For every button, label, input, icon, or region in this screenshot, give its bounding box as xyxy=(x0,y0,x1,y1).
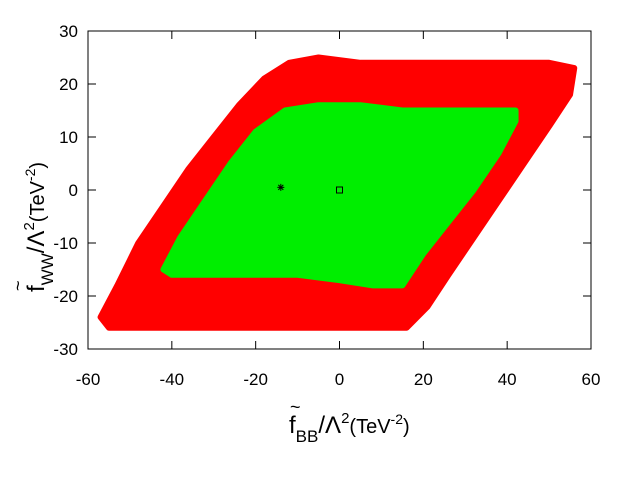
x-tick-label: -40 xyxy=(160,370,185,389)
y-label-base: f xyxy=(23,285,50,292)
star-marker xyxy=(277,183,285,191)
svg-text:fBB/Λ2(TeV-2): fBB/Λ2(TeV-2) xyxy=(289,410,410,446)
y-label-units: (TeV xyxy=(27,180,49,222)
x-label-tilde: ~ xyxy=(290,397,301,417)
y-tick-label: 30 xyxy=(59,22,78,41)
y-tick-label: -30 xyxy=(53,340,78,359)
x-label-units: (TeV xyxy=(349,416,391,438)
x-label-units-close: ) xyxy=(403,416,410,438)
x-axis-label: fBB/Λ2(TeV-2) ~ xyxy=(289,397,410,446)
axis-ticks: -60 -40 -20 0 20 40 60 -30 -20 -10 0 10 20 30 xyxy=(53,22,600,389)
square-marker xyxy=(336,186,343,194)
y-tick-label: -10 xyxy=(53,234,78,253)
y-tick-label: -20 xyxy=(53,287,78,306)
green-region xyxy=(160,102,519,289)
x-label-mid: /Λ xyxy=(318,412,341,439)
y-label-sub: WW xyxy=(38,253,57,285)
x-label-base: f xyxy=(289,412,296,439)
x-tick-label: -20 xyxy=(243,370,268,389)
x-label-sup: 2 xyxy=(341,410,349,427)
x-tick-label: 20 xyxy=(414,370,433,389)
x-tick-label: 0 xyxy=(335,370,344,389)
x-label-sub: BB xyxy=(296,427,319,446)
y-label-units-close: ) xyxy=(27,162,49,169)
x-label-units-sup: -2 xyxy=(391,411,404,427)
y-label-mid: /Λ xyxy=(23,231,50,254)
x-tick-label: -60 xyxy=(76,370,101,389)
y-label-units-sup: -2 xyxy=(22,168,38,181)
y-tick-label: 0 xyxy=(69,181,78,200)
y-label-tilde: ~ xyxy=(8,280,28,291)
y-tick-label: 20 xyxy=(59,75,78,94)
svg-text:fWW/Λ2(TeV-2): fWW/Λ2(TeV-2) xyxy=(21,162,57,292)
x-tick-label: 60 xyxy=(582,370,601,389)
y-axis-label: fWW/Λ2(TeV-2) ~ xyxy=(8,162,57,292)
point-markers xyxy=(277,183,343,194)
x-tick-label: 40 xyxy=(498,370,517,389)
y-tick-label: 10 xyxy=(59,128,78,147)
y-label-sup: 2 xyxy=(21,222,38,230)
